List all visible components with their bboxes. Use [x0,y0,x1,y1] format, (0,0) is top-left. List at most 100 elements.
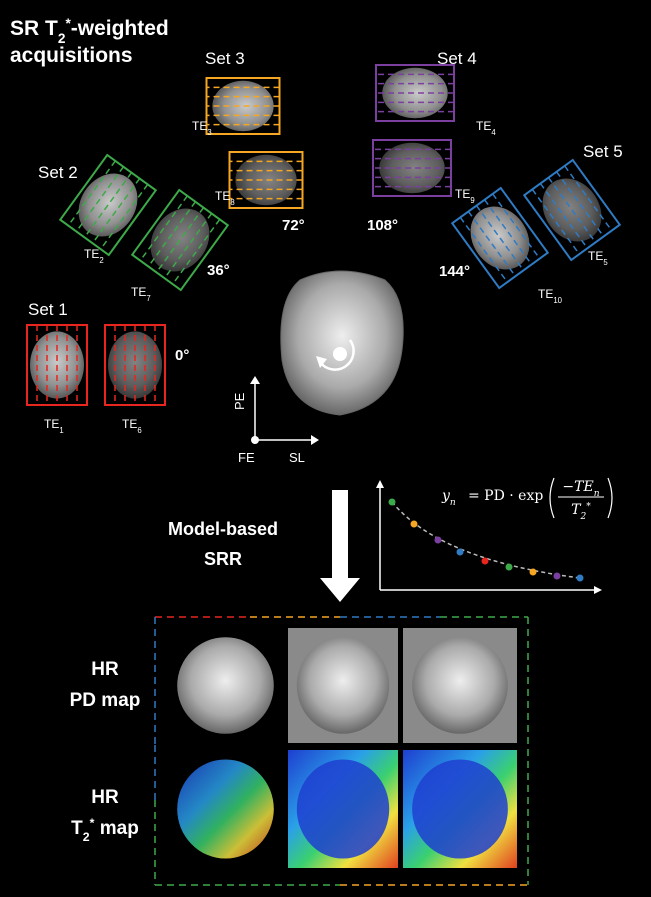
slice-line [75,166,125,232]
angle-label: 36° [207,262,230,279]
slice-stack [228,151,304,209]
decay-dot [410,520,418,528]
title-part: SR T [10,17,58,40]
title: acquisitions [10,44,133,67]
te-label-part: 4 [491,128,496,137]
equation-part: y [441,488,451,504]
process-arrow [320,490,360,602]
slice-line [564,165,613,232]
te-label: TE2 [84,247,104,265]
te-label-part: TE [84,247,99,261]
te-label: TE8 [215,189,235,207]
pd-structure [296,637,390,734]
equation-denominator-part: T [571,502,582,518]
t2-structure [412,759,508,859]
slice-line [155,207,205,273]
slice-stack [26,324,88,406]
slice-line [539,183,589,249]
rotation-center [333,347,347,361]
map-label: HR [91,659,119,680]
map-label: PD map [70,690,141,711]
slice-box [58,153,158,257]
slice-stack [130,188,230,292]
paren [549,477,555,519]
equation-numerator: −TEn [562,479,599,499]
axis-label: FE [238,450,255,465]
te-label-part: 2 [99,256,103,265]
title-part: * [65,16,71,31]
map-label: HR [91,787,119,808]
slice-line [139,195,188,262]
t2-structure [177,759,274,859]
slice-stack [522,158,622,262]
title: SR T2*-weighted [10,16,169,46]
title-part: -weighted [71,17,169,40]
slice-line [475,205,525,271]
t2-structure [296,759,390,859]
knee-image [382,67,448,119]
angle-label: 0° [175,347,189,364]
te-label-part: 7 [146,294,150,303]
decay-dot [529,568,537,576]
set-label: Set 5 [583,142,623,161]
slice-stack [372,139,452,197]
te-label-part: TE [588,249,603,263]
angle-label: 72° [282,217,305,234]
arrowhead [376,480,384,488]
knee-image [379,142,445,194]
srr-label: Model-based [168,519,278,539]
te-label-part: 3 [207,128,211,137]
te-label-part: 1 [59,426,63,435]
decay-curve [391,501,581,579]
pd-structure [177,637,274,734]
equation-denominator-part: * [586,502,591,512]
paren [607,477,613,519]
arrowhead [311,435,319,445]
axis-fe [251,436,259,444]
te-label-part: TE [476,119,491,133]
te-label: TE1 [44,417,64,435]
slice-stack [104,324,166,406]
te-label-part: TE [44,417,59,431]
slice-line [483,199,533,265]
te-label-part: TE [122,417,137,431]
srr-label: SRR [204,549,242,569]
rotation-arrowhead [316,356,327,368]
center-knee [280,270,404,416]
te-label-part: TE [215,189,230,203]
arrowhead [250,376,260,384]
te-label: TE5 [588,249,608,267]
map-label: T2* map [71,816,139,844]
decay-dot [388,498,396,506]
decay-dot [434,536,442,544]
slice-line [163,213,213,279]
arrowhead [594,586,602,594]
te-label-part: 5 [603,258,608,267]
te-label-part: TE [455,187,470,201]
equation-numerator-part: n [594,489,600,499]
knee-image [235,154,297,206]
rotation-arrow [318,339,355,371]
set-label: Set 1 [28,300,68,319]
te-label: TE6 [122,417,142,435]
slice-line [83,172,133,238]
te-label-part: 6 [137,426,141,435]
te-label: TE10 [538,287,563,305]
angle-label: 108° [367,217,398,234]
title-part: 2 [58,31,66,46]
equation-denominator-part: 2 [580,512,587,522]
slice-line [459,216,508,283]
te-label: TE9 [455,187,475,205]
te-label-part: 9 [470,196,474,205]
equation: yn [441,488,456,508]
te-label: TE3 [192,119,212,137]
te-label-part: 10 [553,296,562,305]
slice-stack [205,77,281,135]
decay-dot [505,563,513,571]
slice-line [492,193,541,260]
slice-box [130,188,230,292]
equation-numerator-part: −TE [562,479,593,495]
equation-part: n [450,498,456,508]
te-label-part: TE [131,285,146,299]
equation-denominator: T2* [571,502,591,522]
